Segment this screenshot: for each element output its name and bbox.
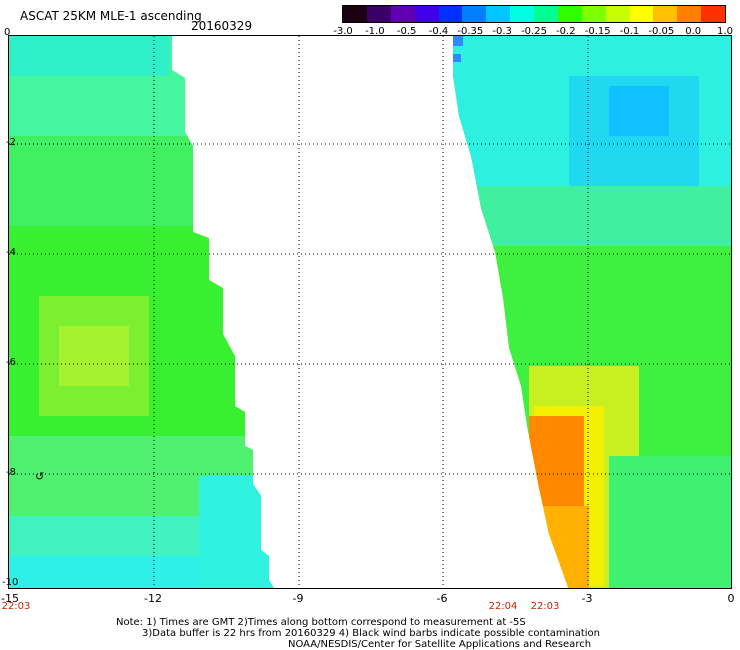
y-tick-4: -8 [6, 467, 16, 478]
left-swath [9, 36, 275, 588]
colorbar-label: -1.0 [365, 26, 385, 37]
colorbar-segment [534, 6, 558, 22]
colorbar [342, 5, 726, 23]
notes: Note: 1) Times are GMT 2)Times along bot… [116, 617, 600, 639]
colorbar-segment [510, 6, 534, 22]
right-swath [453, 36, 731, 588]
time-left: 22:03 [1, 601, 31, 612]
colorbar-segment [701, 6, 725, 22]
colorbar-label: -0.35 [457, 26, 484, 37]
x-tick-2: -9 [292, 592, 304, 605]
colorbar-segment [462, 6, 487, 22]
colorbar-segment [438, 6, 463, 22]
colorbar-label: -0.3 [492, 26, 512, 37]
x-tick-5: 0 [727, 592, 735, 605]
colorbar-segment [677, 6, 702, 22]
y-tick-2: -4 [6, 247, 16, 258]
y-tick-5: -10 [2, 577, 19, 588]
colorbar-label: -0.1 [619, 26, 640, 37]
x-tick-1: -12 [144, 592, 162, 605]
colorbar-label: -0.5 [396, 26, 417, 37]
credit-line: NOAA/NESDIS/Center for Satellite Applica… [288, 639, 592, 650]
x-tick-3: -6 [436, 592, 448, 605]
x-tick-4: -3 [581, 592, 593, 605]
colorbar-label: -3.0 [333, 26, 353, 37]
colorbar-segment [629, 6, 654, 22]
colorbar-label: -0.15 [584, 26, 611, 37]
colorbar-label: -0.2 [556, 26, 576, 37]
map-plot-area: ↺ [8, 35, 732, 589]
colorbar-segment [581, 6, 606, 22]
y-tick-3: -6 [6, 357, 16, 368]
time-mid: 22:04 [488, 601, 518, 612]
colorbar-segment [343, 6, 367, 22]
y-tick-1: -2 [6, 137, 16, 148]
colorbar-segment [390, 6, 415, 22]
colorbar-segment [605, 6, 630, 22]
wind-barb-marker: ↺ [35, 470, 44, 483]
colorbar-label: -0.05 [648, 26, 675, 37]
colorbar-label: -0.4 [428, 26, 449, 37]
y-tick-0: 0 [4, 27, 11, 38]
colorbar-segment [653, 6, 678, 22]
note-line-1: Note: 1) Times are GMT 2)Times along bot… [116, 617, 526, 628]
colorbar-label: 0.0 [685, 26, 702, 37]
note-line-2: 3)Data buffer is 22 hrs from 20160329 4)… [142, 628, 600, 639]
graticule [9, 36, 731, 588]
colorbar-segment [486, 6, 511, 22]
colorbar-label: -0.25 [521, 26, 547, 37]
time-right: 22:03 [530, 601, 560, 612]
colorbar-segment [366, 6, 391, 22]
map-date: 20160329 [191, 19, 253, 33]
colorbar-segment [557, 6, 582, 22]
swath-map: ↺ [9, 36, 731, 588]
x-tick-0: -15 [1, 592, 19, 605]
colorbar-segment [414, 6, 439, 22]
colorbar-label: 1.0 [717, 26, 733, 37]
map-title: ASCAT 25KM MLE-1 ascending [20, 9, 202, 23]
